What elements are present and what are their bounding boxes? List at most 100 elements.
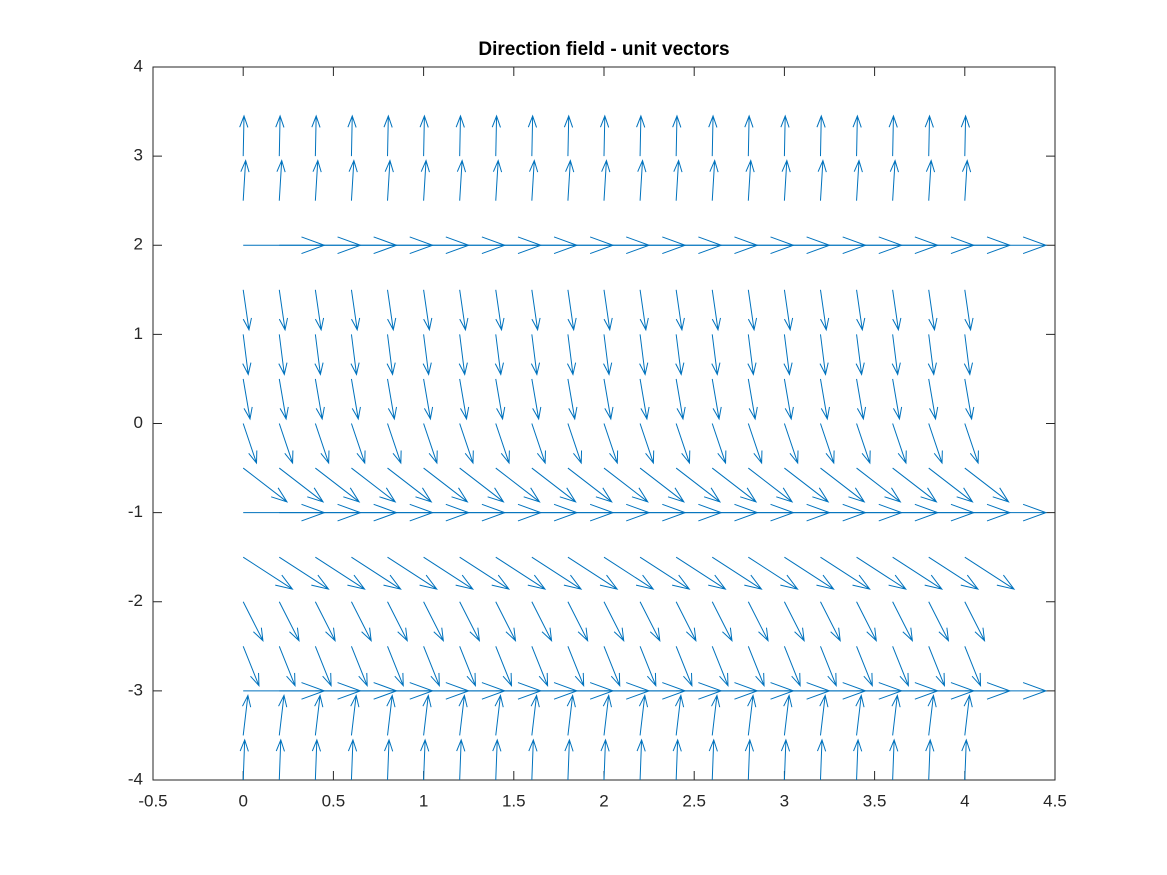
arrow (744, 114, 754, 157)
arrow (387, 423, 402, 465)
y-tick-label: 2 (134, 235, 143, 254)
arrow (672, 738, 682, 781)
arrow (603, 601, 625, 642)
arrow (242, 423, 258, 465)
arrow (748, 467, 794, 503)
arrow (384, 159, 394, 201)
arrow (531, 289, 541, 332)
arrow (747, 693, 757, 736)
arrow (819, 378, 830, 421)
arrow (638, 693, 649, 736)
arrow (275, 114, 285, 157)
arrow (675, 289, 685, 332)
arrow (783, 693, 793, 736)
arrow (314, 289, 325, 332)
arrow (816, 114, 826, 157)
arrow (387, 646, 404, 688)
chart-title: Direction field - unit vectors (478, 39, 729, 60)
arrow (459, 467, 505, 503)
arrow (495, 556, 547, 590)
x-tick-label: 3 (780, 791, 789, 810)
arrow (928, 601, 950, 642)
arrow (242, 467, 289, 503)
y-tick-label: 1 (134, 324, 143, 343)
arrow (963, 693, 973, 736)
arrow (312, 159, 322, 201)
arrow (419, 114, 429, 157)
arrow (492, 738, 502, 781)
arrow (314, 334, 324, 376)
x-tick-label: 4 (960, 791, 969, 810)
arrow (456, 738, 466, 781)
arrow (928, 423, 943, 465)
arrow (351, 556, 402, 590)
arrow (964, 423, 979, 465)
arrow (528, 738, 538, 781)
arrow (961, 159, 972, 201)
arrow (927, 693, 937, 736)
arrow (711, 289, 721, 332)
arrow (567, 289, 577, 332)
arrow (459, 289, 469, 332)
arrow (675, 423, 691, 465)
arrow (856, 646, 873, 688)
arrow (928, 378, 939, 421)
arrow (711, 646, 729, 688)
arrow (278, 334, 288, 376)
arrow (747, 378, 758, 421)
arrow (494, 334, 504, 376)
arrow (350, 289, 361, 332)
arrow (387, 378, 398, 421)
arrow (239, 738, 249, 781)
arrow (311, 738, 322, 781)
arrow (459, 378, 470, 421)
arrow (673, 159, 683, 201)
arrow (531, 423, 546, 465)
arrow (960, 114, 970, 157)
arrow (639, 601, 661, 642)
arrow (566, 334, 577, 376)
arrow (820, 556, 871, 590)
arrow (639, 646, 657, 688)
arrow (674, 693, 685, 736)
arrow (276, 159, 286, 201)
arrow (711, 467, 758, 503)
x-tick-label: 1.5 (502, 791, 526, 810)
arrow (423, 378, 434, 421)
arrow (964, 503, 1048, 522)
arrow (278, 646, 296, 688)
arrow (856, 378, 867, 421)
arrow (964, 236, 1048, 255)
arrow (350, 601, 372, 642)
arrow (491, 114, 501, 157)
arrow (925, 738, 935, 781)
x-tick-label: 0.5 (322, 791, 346, 810)
arrow (278, 289, 289, 332)
arrow (964, 378, 975, 421)
arrow (780, 738, 791, 781)
arrow (891, 334, 901, 376)
arrow (387, 467, 433, 503)
arrow (928, 289, 938, 332)
arrow (350, 646, 368, 688)
arrow (567, 378, 578, 421)
arrow (888, 114, 898, 157)
arrow (639, 334, 649, 376)
arrow (495, 467, 541, 503)
arrow (636, 114, 646, 157)
arrow (351, 467, 397, 503)
arrow (964, 467, 1010, 503)
y-tick-label: -2 (128, 591, 143, 610)
arrow (892, 556, 944, 590)
arrow (494, 693, 504, 736)
arrow (856, 467, 902, 503)
x-tick-label: 4.5 (1043, 791, 1067, 810)
arrow (531, 556, 583, 590)
arrow (819, 289, 830, 332)
arrow (458, 334, 468, 376)
arrow (383, 114, 393, 157)
arrow (239, 114, 249, 157)
arrow (459, 646, 476, 688)
arrow (675, 646, 693, 688)
arrow (783, 289, 794, 332)
